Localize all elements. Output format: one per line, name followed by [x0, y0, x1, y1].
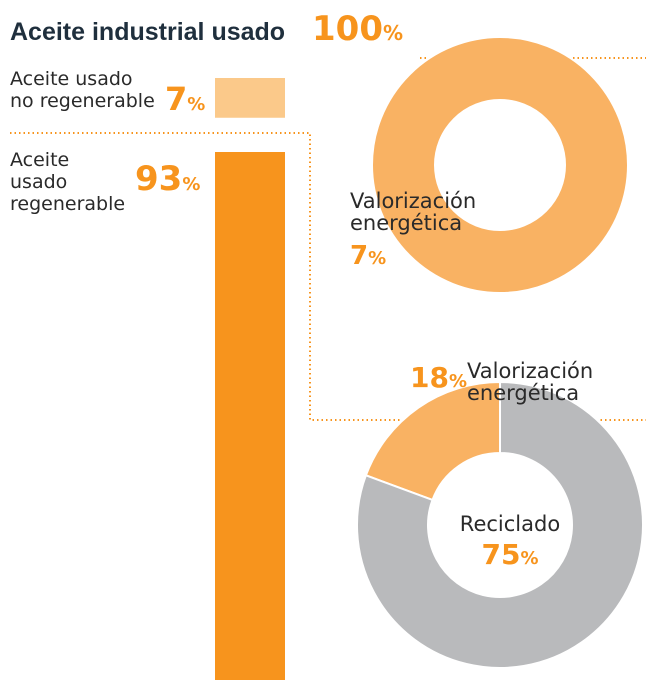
value-label: 7% [165, 80, 205, 118]
label: no regenerable [10, 90, 155, 112]
label: energética [467, 381, 579, 405]
label: energética [350, 211, 462, 235]
divider [10, 132, 646, 421]
label: Aceite [10, 149, 69, 171]
bar [215, 78, 285, 118]
unit: % [368, 248, 386, 269]
label: usado [10, 171, 67, 193]
title: Aceite industrial usado [10, 18, 285, 46]
value: 93 [135, 159, 182, 199]
value-label: 18% [410, 361, 467, 394]
value: 7 [350, 241, 368, 271]
value: 75 [481, 538, 520, 571]
unit: % [383, 21, 403, 45]
label: Reciclado [460, 512, 560, 536]
label: regenerable [10, 193, 125, 215]
label: Aceite usado [10, 68, 133, 90]
marks [215, 36, 644, 680]
value-label: 93% [135, 159, 200, 199]
label: Valorización [350, 189, 476, 213]
value-label: 75% [481, 538, 538, 571]
value-label: 7% [350, 241, 386, 271]
donut-segment [364, 380, 501, 502]
unit: % [182, 174, 200, 195]
donut-segment [370, 36, 630, 294]
total: 100 [312, 9, 383, 49]
unit: % [449, 371, 467, 392]
donut-segment [356, 380, 644, 669]
unit: % [520, 548, 538, 569]
unit: % [187, 94, 205, 115]
value: 7 [165, 80, 187, 118]
bar [215, 152, 285, 680]
total-label: 100% [312, 9, 403, 49]
value: 18 [410, 361, 449, 394]
label: Valorización [467, 359, 593, 383]
